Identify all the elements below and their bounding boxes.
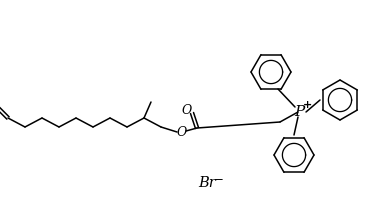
Text: Br: Br: [198, 176, 216, 190]
Text: O: O: [182, 104, 192, 116]
Text: O: O: [177, 127, 187, 140]
Text: +: +: [302, 100, 312, 110]
Text: −: −: [214, 172, 224, 186]
Text: P: P: [294, 105, 304, 119]
